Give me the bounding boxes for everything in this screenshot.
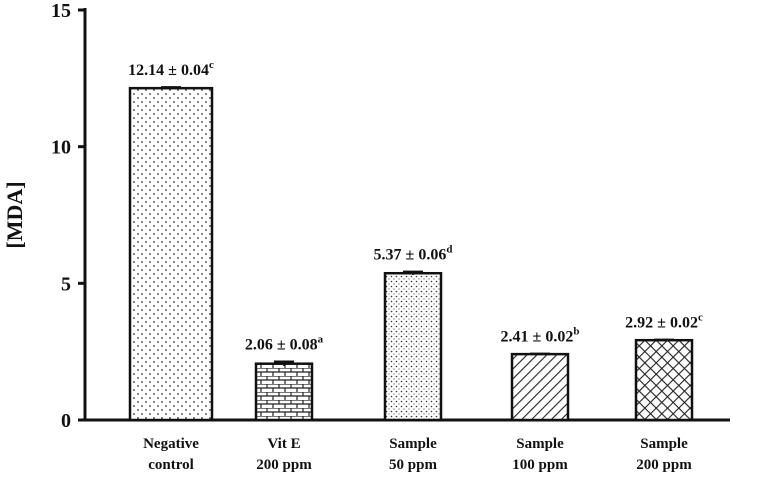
error-bar bbox=[161, 86, 181, 90]
x-tick-label: Sample 200 ppm bbox=[636, 436, 692, 473]
x-tick-label: Sample 50 ppm bbox=[389, 436, 437, 473]
value-label: 2.06 ± 0.08a bbox=[245, 334, 324, 354]
value-label-text: 2.06 ± 0.08 bbox=[245, 337, 318, 354]
value-label-text: 12.14 ± 0.04 bbox=[128, 62, 209, 79]
y-tick-label: 0 bbox=[61, 410, 71, 432]
value-label: 2.41 ± 0.02b bbox=[501, 326, 580, 346]
value-label-superscript: d bbox=[446, 244, 452, 256]
x-tick-label: Sample 100 ppm bbox=[512, 436, 568, 473]
value-label-superscript: a bbox=[318, 334, 324, 346]
y-tick-label: 15 bbox=[51, 0, 71, 22]
value-label-text: 2.92 ± 0.02 bbox=[625, 315, 698, 332]
bar bbox=[510, 352, 570, 422]
y-tick-label: 5 bbox=[61, 273, 71, 295]
bar bbox=[254, 362, 314, 422]
value-label: 12.14 ± 0.04c bbox=[128, 59, 214, 79]
y-tick-label: 10 bbox=[51, 137, 71, 159]
value-label-superscript: b bbox=[573, 326, 579, 338]
bar bbox=[634, 338, 694, 422]
error-bar bbox=[274, 360, 294, 366]
bar bbox=[128, 86, 214, 422]
value-label-superscript: c bbox=[209, 59, 214, 71]
x-tick-label: Vit E 200 ppm bbox=[256, 436, 312, 473]
bar bbox=[383, 271, 443, 422]
error-bar bbox=[530, 352, 550, 355]
value-label: 2.92 ± 0.02c bbox=[625, 312, 703, 332]
value-label-text: 2.41 ± 0.02 bbox=[501, 329, 574, 346]
x-tick-label: Negative control bbox=[143, 436, 199, 473]
value-label-text: 5.37 ± 0.06 bbox=[374, 247, 447, 264]
value-label: 5.37 ± 0.06d bbox=[374, 244, 453, 264]
value-label-superscript: c bbox=[698, 312, 703, 324]
error-bar bbox=[654, 338, 674, 341]
y-axis-label: [MDA] bbox=[2, 181, 27, 248]
error-bar bbox=[403, 270, 423, 275]
